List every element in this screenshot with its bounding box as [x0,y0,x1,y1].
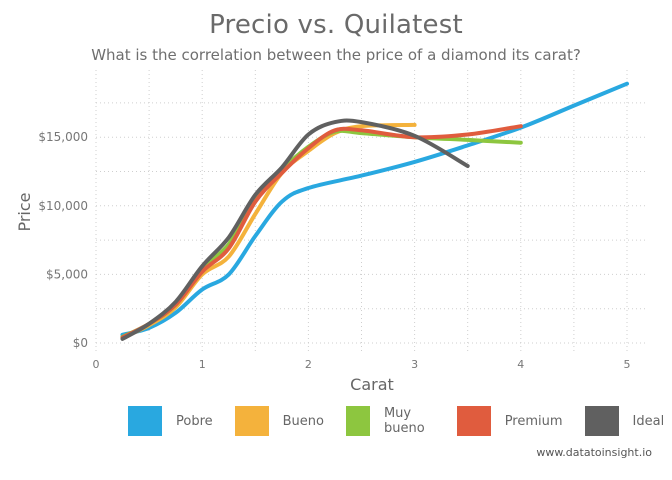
series-line-ideal [120,118,470,341]
y-tick-label: $10,000 [38,199,88,213]
legend-item-muy-bueno[interactable]: Muy bueno [346,406,435,436]
chart-title: Precio vs. Quilatest [209,10,463,40]
x-axis-label: Carat [350,375,394,394]
x-tick-label: 3 [411,358,418,371]
legend-item-bueno[interactable]: Bueno [234,406,324,436]
y-tick-label: $0 [73,336,88,350]
legend-swatch [128,406,162,436]
series-line-pobre [120,81,629,337]
legend-swatch [456,406,491,436]
legend-item-ideal[interactable]: Ideal [584,406,665,436]
legend-swatch [584,406,619,436]
credit-text: www.datatoinsight.io [536,446,652,459]
legend-label: Muy bueno [383,406,425,436]
legend-label: Bueno [282,413,324,429]
x-tick-label: 2 [305,358,312,371]
legend-item-pobre[interactable]: Pobre [128,406,213,436]
y-tick-label: $5,000 [46,267,88,281]
legend-swatch [234,406,269,436]
y-tick-label: $15,000 [38,130,88,144]
legend-swatch [346,406,370,436]
legend-label: Ideal [632,413,665,429]
x-tick-label: 0 [93,358,100,371]
chart-legend: Pobre Bueno Muy bueno Premium Ideal [128,406,672,436]
series-line-bueno [120,122,417,340]
x-tick-label: 4 [517,358,524,371]
x-tick-label: 1 [199,358,206,371]
chart-subtitle: What is the correlation between the pric… [91,46,581,64]
x-tick-label: 5 [624,358,631,371]
legend-label: Pobre [176,413,213,429]
series-lines [120,81,629,341]
axes: 0 1 2 3 4 5 $0 $5,000 $10,000 $15,000 [38,130,630,371]
y-axis-label: Price [15,192,34,231]
legend-item-premium[interactable]: Premium [456,406,563,436]
legend-label: Premium [504,413,563,429]
